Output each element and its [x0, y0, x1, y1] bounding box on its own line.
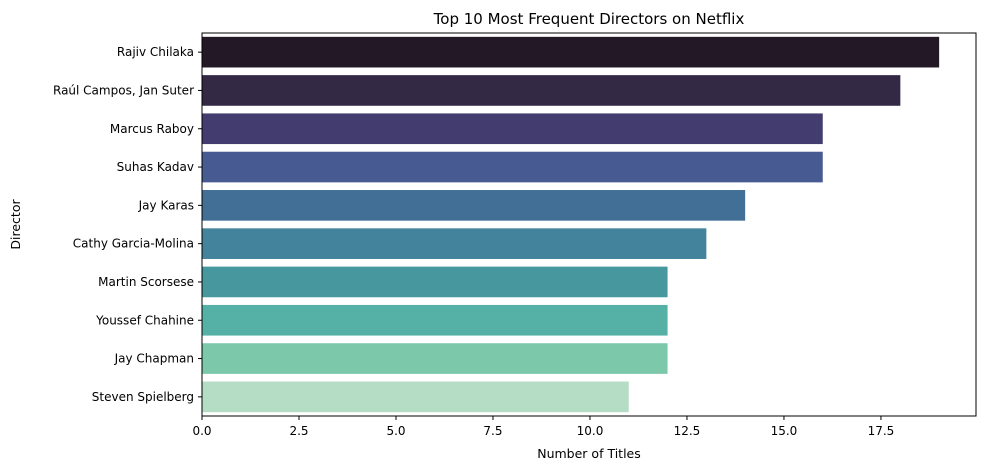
bar-5: [202, 190, 746, 221]
y-tick-label: Jay Chapman: [114, 352, 194, 366]
x-tick-label: 17.5: [868, 424, 895, 438]
bar-9: [202, 343, 668, 374]
chart-title: Top 10 Most Frequent Directors on Netfli…: [433, 10, 745, 28]
x-tick-label: 7.5: [483, 424, 502, 438]
x-tick-label: 2.5: [289, 424, 308, 438]
bars-group: [202, 36, 940, 413]
x-tick-label: 10.0: [577, 424, 604, 438]
x-axis-label: Number of Titles: [537, 446, 641, 461]
bar-1: [202, 36, 940, 68]
x-tick-label: 5.0: [386, 424, 405, 438]
y-tick-label: Rajiv Chilaka: [117, 45, 194, 59]
x-tick-label: 12.5: [674, 424, 701, 438]
y-tick-label: Suhas Kadav: [117, 160, 194, 174]
y-tick-label: Youssef Chahine: [95, 313, 194, 327]
y-tick-label: Jay Karas: [138, 198, 194, 212]
y-tick-label: Martin Scorsese: [98, 275, 194, 289]
bar-8: [202, 304, 668, 336]
bar-2: [202, 75, 901, 106]
y-tick-label: Cathy Garcia-Molina: [73, 237, 194, 251]
bar-10: [202, 381, 629, 413]
y-axis-label: Director: [8, 199, 23, 250]
y-tick-label: Marcus Raboy: [110, 122, 194, 136]
bar-3: [202, 113, 823, 145]
x-tick-label: 0.0: [192, 424, 211, 438]
bar-4: [202, 151, 823, 183]
y-tick-label: Raúl Campos, Jan Suter: [53, 83, 194, 97]
y-tick-label: Steven Spielberg: [92, 390, 194, 404]
x-tick-label: 15.0: [771, 424, 798, 438]
plot-frame: [201, 32, 977, 417]
y-axis-ticks: Rajiv Chilaka Raúl Campos, Jan Suter Marcu…: [53, 45, 202, 404]
bar-6: [202, 228, 707, 259]
x-axis-ticks: 0.0 2.5 5.0 7.5 10.0 12.5 15.0 17.5: [192, 416, 894, 438]
bar-7: [202, 266, 668, 298]
